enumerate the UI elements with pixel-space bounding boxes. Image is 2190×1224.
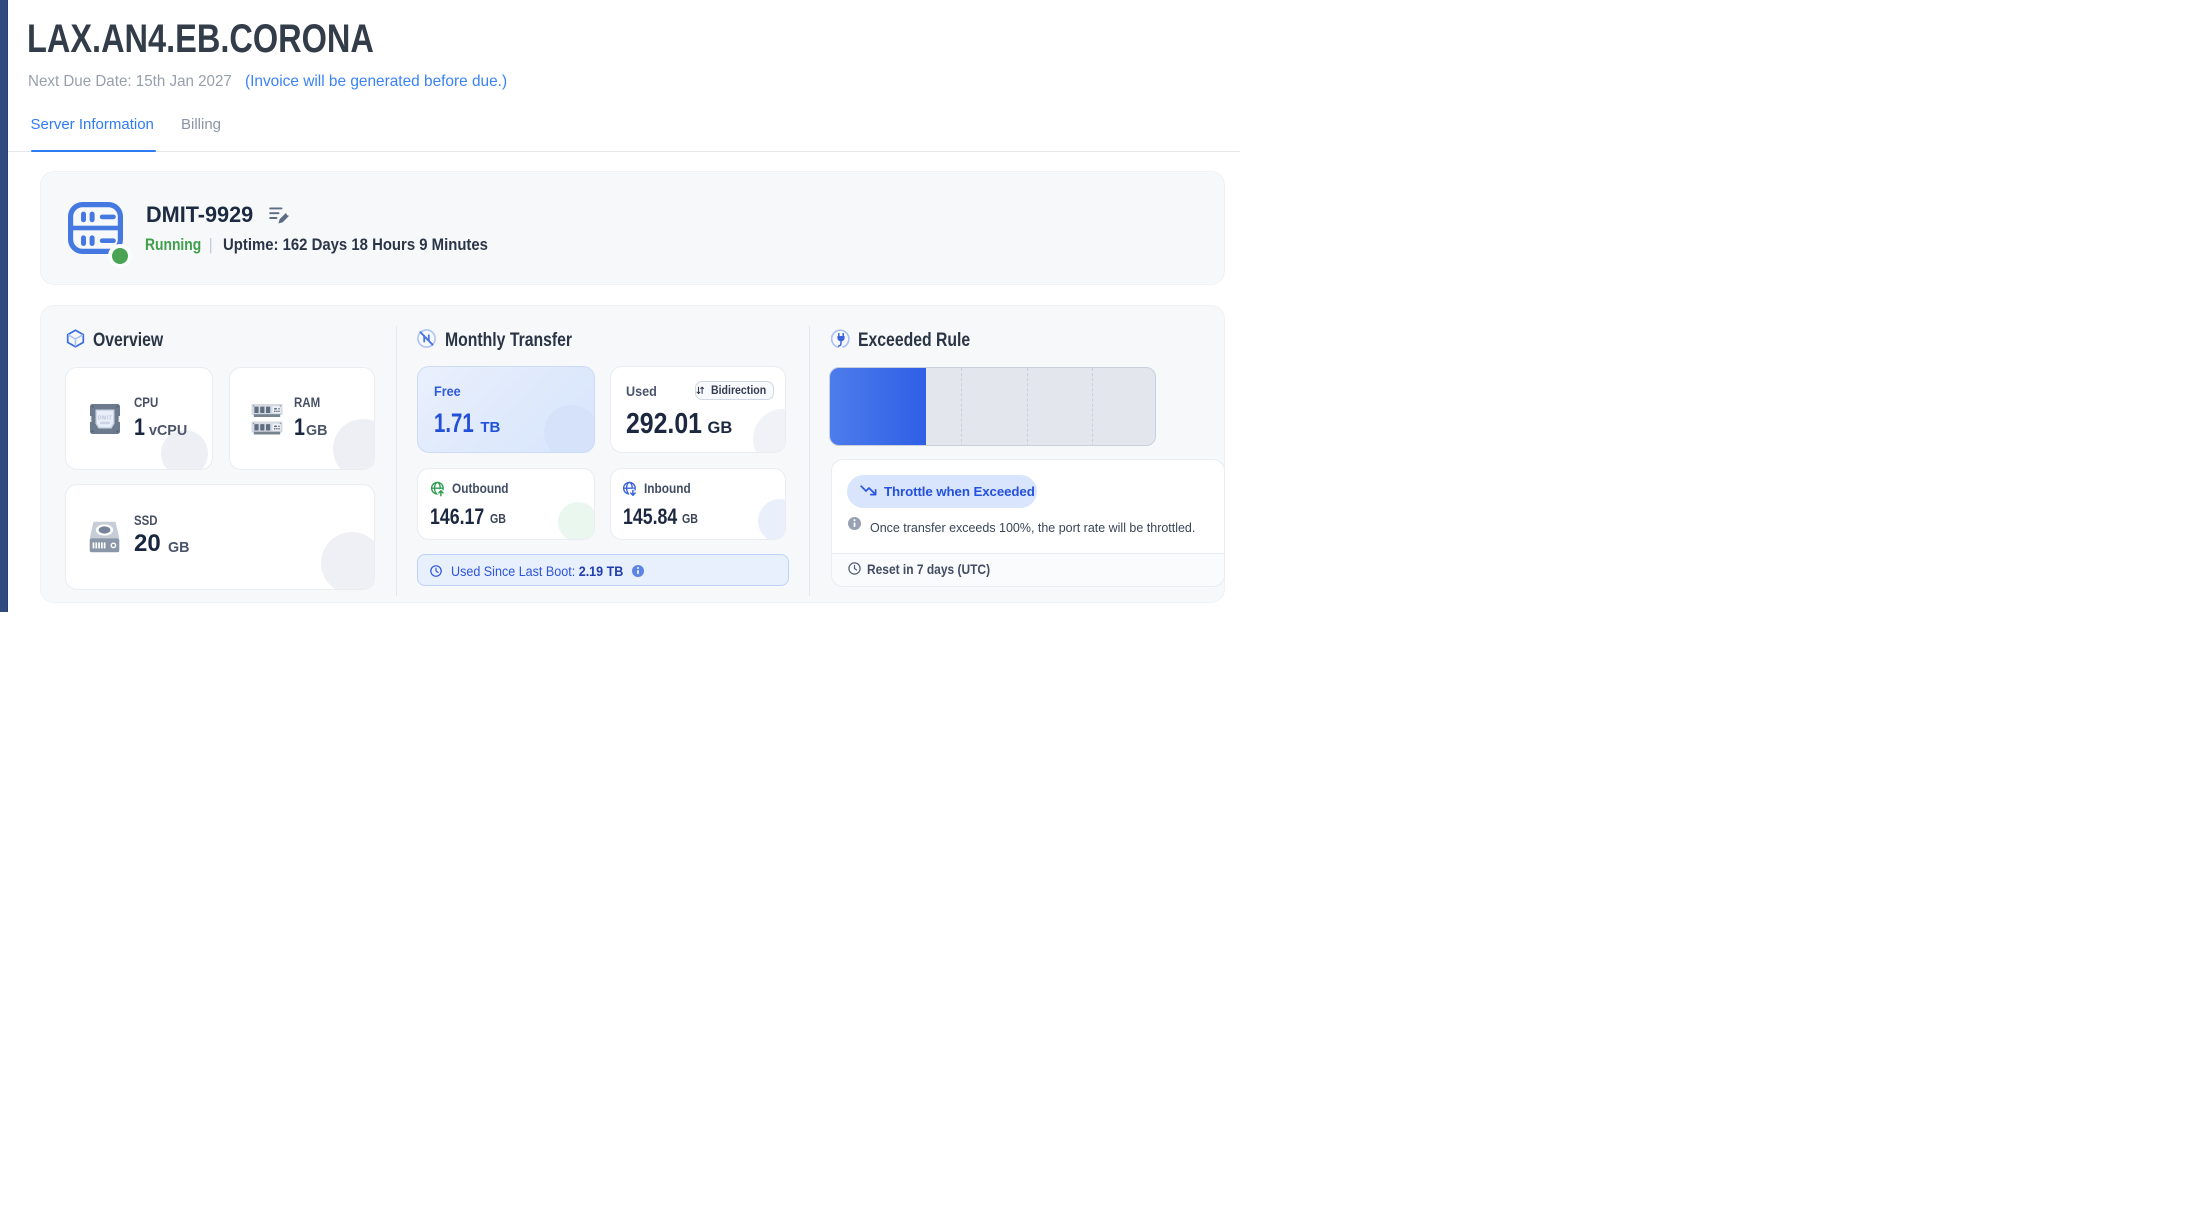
svg-text:DMIT: DMIT: [98, 415, 113, 421]
